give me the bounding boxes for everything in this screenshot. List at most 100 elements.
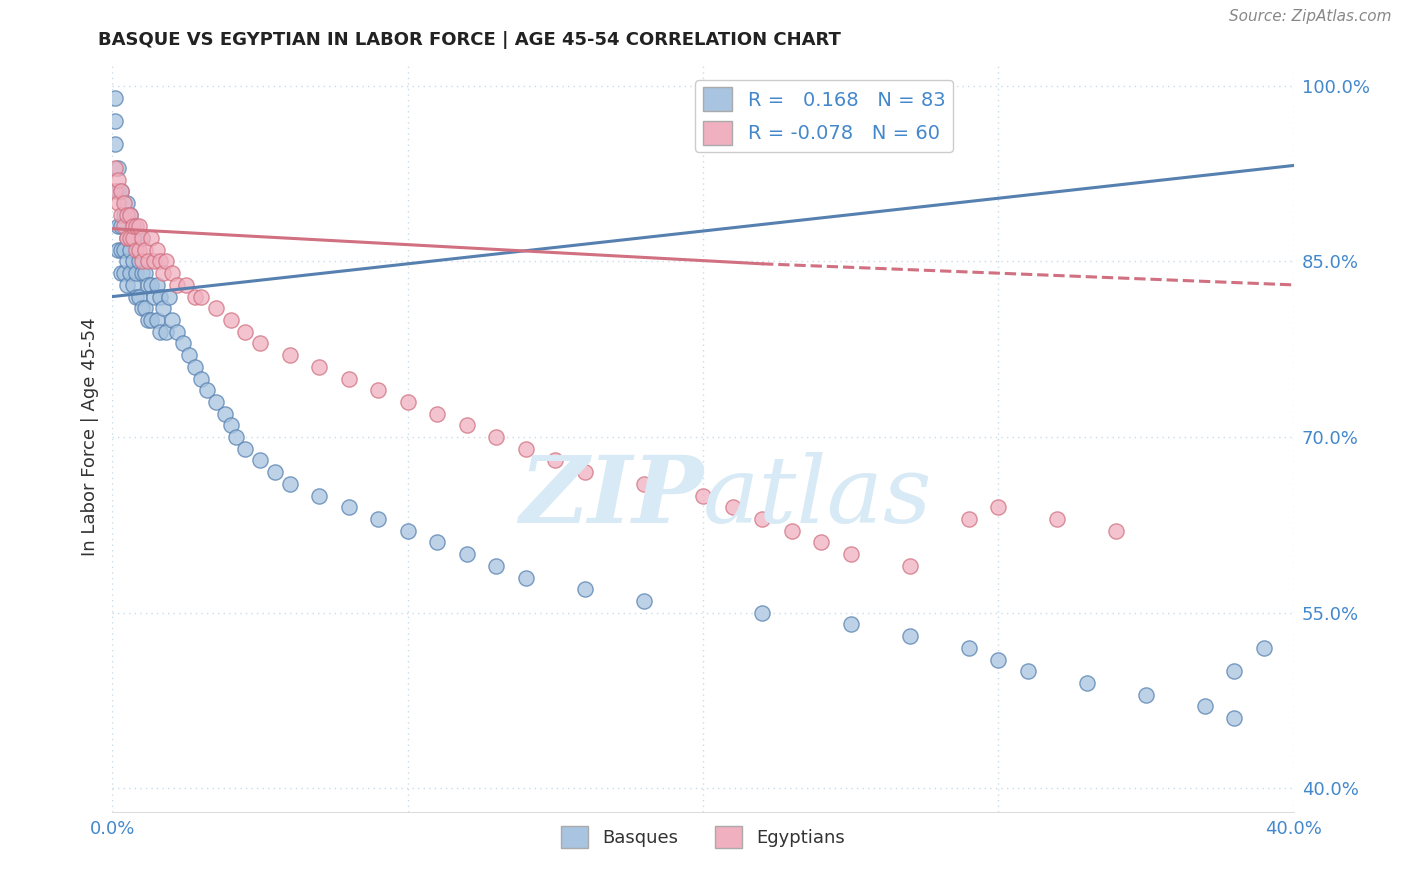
- Point: [172, 336, 194, 351]
- Point: [337, 500, 360, 515]
- Point: [134, 301, 156, 316]
- Point: [184, 289, 207, 303]
- Point: [179, 348, 201, 362]
- Point: [142, 254, 165, 268]
- Point: [131, 254, 153, 268]
- Point: [1223, 664, 1246, 678]
- Point: [957, 640, 980, 655]
- Point: [1105, 524, 1128, 538]
- Point: [136, 313, 159, 327]
- Point: [128, 243, 150, 257]
- Point: [149, 289, 172, 303]
- Text: ZIP: ZIP: [519, 452, 703, 542]
- Point: [485, 430, 508, 444]
- Point: [104, 184, 127, 198]
- Point: [152, 301, 174, 316]
- Point: [839, 547, 862, 561]
- Point: [278, 476, 301, 491]
- Point: [1194, 699, 1216, 714]
- Point: [195, 384, 218, 398]
- Point: [110, 184, 132, 198]
- Point: [225, 430, 247, 444]
- Point: [810, 535, 832, 549]
- Point: [112, 243, 135, 257]
- Point: [692, 489, 714, 503]
- Point: [633, 594, 655, 608]
- Point: [117, 208, 138, 222]
- Point: [125, 243, 148, 257]
- Point: [117, 277, 138, 292]
- Point: [104, 161, 127, 175]
- Y-axis label: In Labor Force | Age 45-54: In Labor Force | Age 45-54: [80, 318, 98, 557]
- Point: [1253, 640, 1275, 655]
- Point: [136, 277, 159, 292]
- Point: [485, 558, 508, 573]
- Point: [426, 407, 449, 421]
- Point: [136, 254, 159, 268]
- Point: [574, 465, 596, 479]
- Point: [456, 547, 478, 561]
- Point: [128, 219, 150, 234]
- Point: [112, 208, 135, 222]
- Point: [122, 277, 145, 292]
- Point: [122, 231, 145, 245]
- Point: [308, 359, 330, 374]
- Point: [987, 652, 1010, 666]
- Point: [110, 208, 132, 222]
- Point: [107, 219, 129, 234]
- Point: [155, 254, 177, 268]
- Point: [131, 266, 153, 280]
- Point: [120, 208, 142, 222]
- Point: [117, 254, 138, 268]
- Point: [574, 582, 596, 597]
- Point: [264, 465, 287, 479]
- Point: [190, 289, 212, 303]
- Point: [120, 231, 142, 245]
- Text: Source: ZipAtlas.com: Source: ZipAtlas.com: [1229, 9, 1392, 24]
- Point: [205, 301, 228, 316]
- Point: [1076, 676, 1098, 690]
- Point: [107, 243, 129, 257]
- Point: [149, 254, 172, 268]
- Point: [898, 558, 921, 573]
- Point: [125, 219, 148, 234]
- Point: [139, 277, 162, 292]
- Point: [174, 277, 197, 292]
- Point: [110, 219, 132, 234]
- Point: [122, 254, 145, 268]
- Point: [160, 313, 183, 327]
- Point: [107, 195, 129, 210]
- Point: [1017, 664, 1039, 678]
- Point: [367, 384, 389, 398]
- Point: [633, 476, 655, 491]
- Point: [166, 277, 188, 292]
- Point: [146, 243, 169, 257]
- Point: [104, 90, 127, 104]
- Point: [149, 325, 172, 339]
- Point: [214, 407, 236, 421]
- Point: [104, 137, 127, 152]
- Point: [544, 453, 567, 467]
- Point: [184, 359, 207, 374]
- Point: [515, 442, 537, 456]
- Point: [112, 266, 135, 280]
- Point: [120, 266, 142, 280]
- Point: [166, 325, 188, 339]
- Point: [205, 395, 228, 409]
- Point: [1135, 688, 1157, 702]
- Point: [219, 313, 242, 327]
- Point: [131, 231, 153, 245]
- Point: [128, 254, 150, 268]
- Legend: Basques, Egyptians: Basques, Egyptians: [554, 819, 852, 855]
- Point: [456, 418, 478, 433]
- Point: [1223, 711, 1246, 725]
- Point: [104, 114, 127, 128]
- Point: [160, 266, 183, 280]
- Point: [515, 571, 537, 585]
- Point: [117, 231, 138, 245]
- Point: [249, 336, 271, 351]
- Point: [337, 371, 360, 385]
- Point: [957, 512, 980, 526]
- Point: [125, 289, 148, 303]
- Point: [139, 231, 162, 245]
